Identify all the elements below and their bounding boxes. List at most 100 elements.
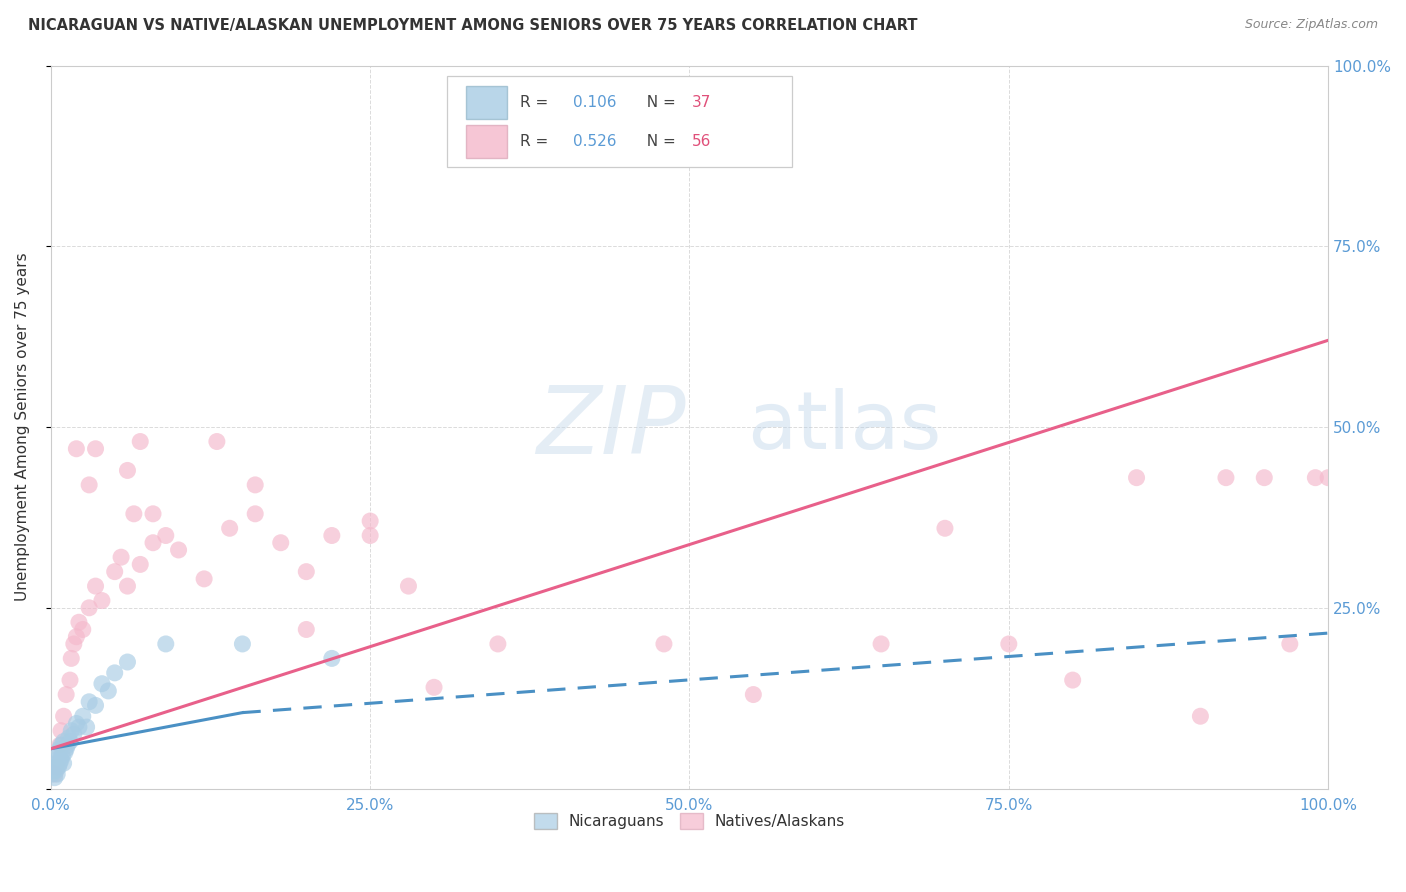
Point	[49, 741, 72, 756]
Point	[742, 688, 765, 702]
Point	[58, 731, 80, 745]
Point	[59, 734, 82, 748]
Point	[998, 637, 1021, 651]
Point	[155, 637, 177, 651]
FancyBboxPatch shape	[465, 86, 506, 119]
Point	[1317, 471, 1340, 485]
Point	[76, 720, 98, 734]
Point	[934, 521, 956, 535]
Point	[129, 558, 152, 572]
Point	[142, 535, 165, 549]
Point	[51, 749, 73, 764]
Text: N =: N =	[637, 134, 681, 149]
Point	[231, 637, 253, 651]
Point	[155, 528, 177, 542]
Point	[48, 745, 70, 759]
Text: NICARAGUAN VS NATIVE/ALASKAN UNEMPLOYMENT AMONG SENIORS OVER 75 YEARS CORRELATIO: NICARAGUAN VS NATIVE/ALASKAN UNEMPLOYMEN…	[28, 18, 918, 33]
Point	[90, 676, 112, 690]
Point	[193, 572, 215, 586]
Point	[65, 442, 87, 456]
Point	[1189, 709, 1212, 723]
Point	[205, 434, 228, 449]
Point	[84, 442, 107, 456]
Point	[55, 741, 77, 756]
Point	[245, 478, 267, 492]
Point	[1062, 673, 1084, 687]
Point	[67, 720, 90, 734]
Text: ZIP: ZIP	[536, 382, 686, 473]
Text: 37: 37	[692, 95, 711, 110]
Point	[56, 738, 79, 752]
Legend: Nicaraguans, Natives/Alaskans: Nicaraguans, Natives/Alaskans	[527, 807, 851, 835]
Y-axis label: Unemployment Among Seniors over 75 years: Unemployment Among Seniors over 75 years	[15, 252, 30, 601]
Point	[65, 716, 87, 731]
Text: atlas: atlas	[747, 388, 942, 466]
Point	[41, 767, 63, 781]
Point	[49, 723, 72, 738]
Point	[44, 771, 66, 785]
Point	[44, 760, 66, 774]
Point	[52, 756, 75, 771]
Text: 0.106: 0.106	[574, 95, 617, 110]
Point	[359, 514, 381, 528]
Point	[77, 695, 100, 709]
Point	[67, 615, 90, 630]
Point	[321, 528, 343, 542]
Point	[295, 623, 318, 637]
Point	[84, 698, 107, 713]
Point	[53, 745, 76, 759]
Point	[46, 767, 69, 781]
Point	[129, 434, 152, 449]
Point	[90, 593, 112, 607]
Point	[77, 600, 100, 615]
Point	[1125, 471, 1147, 485]
FancyBboxPatch shape	[465, 125, 506, 158]
Point	[77, 478, 100, 492]
Point	[870, 637, 893, 651]
Point	[167, 543, 190, 558]
Point	[44, 767, 66, 781]
Point	[117, 655, 139, 669]
Point	[142, 507, 165, 521]
Point	[52, 734, 75, 748]
Point	[398, 579, 420, 593]
Point	[321, 651, 343, 665]
Point	[46, 760, 69, 774]
Point	[60, 723, 83, 738]
Point	[49, 756, 72, 771]
Point	[49, 738, 72, 752]
Point	[52, 709, 75, 723]
Point	[49, 753, 72, 767]
Point	[359, 528, 381, 542]
Text: 0.526: 0.526	[574, 134, 617, 149]
Point	[46, 753, 69, 767]
Point	[72, 623, 94, 637]
Text: 56: 56	[692, 134, 711, 149]
Text: R =: R =	[520, 95, 553, 110]
Point	[63, 727, 86, 741]
Text: Source: ZipAtlas.com: Source: ZipAtlas.com	[1244, 18, 1378, 31]
Point	[122, 507, 145, 521]
Point	[45, 756, 67, 771]
Point	[270, 535, 292, 549]
Point	[295, 565, 318, 579]
Point	[117, 463, 139, 477]
Point	[63, 637, 86, 651]
Point	[1253, 471, 1275, 485]
Point	[245, 507, 267, 521]
Point	[84, 579, 107, 593]
Point	[1215, 471, 1237, 485]
Text: N =: N =	[637, 95, 681, 110]
Point	[117, 579, 139, 593]
Point	[110, 550, 132, 565]
Text: R =: R =	[520, 134, 553, 149]
Point	[97, 684, 120, 698]
Point	[42, 764, 65, 778]
FancyBboxPatch shape	[447, 77, 792, 167]
Point	[65, 630, 87, 644]
Point	[104, 565, 127, 579]
Point	[1305, 471, 1327, 485]
Point	[652, 637, 675, 651]
Point	[486, 637, 509, 651]
Point	[104, 665, 127, 680]
